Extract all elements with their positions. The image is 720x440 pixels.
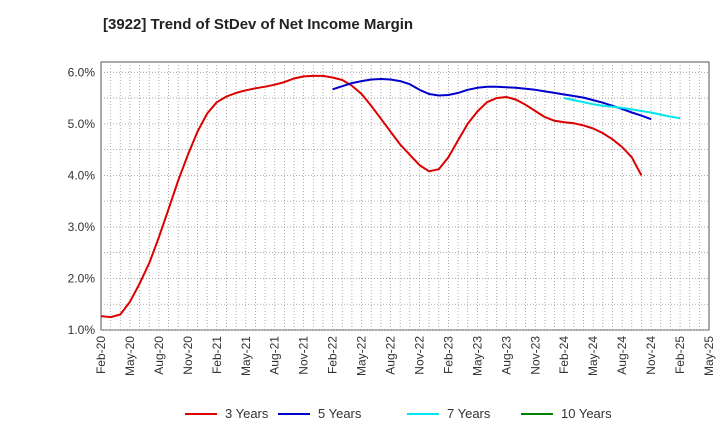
x-tick-label: May-23: [470, 336, 484, 376]
x-tick-label: Feb-22: [326, 336, 340, 374]
legend-label-7-years: 7 Years: [447, 406, 491, 421]
x-tick-label: Feb-20: [94, 336, 108, 374]
x-tick-label: Feb-23: [441, 336, 455, 374]
legend-label-10-years: 10 Years: [561, 406, 612, 421]
x-tick-label: May-20: [123, 336, 137, 376]
y-tick-label: 2.0%: [68, 271, 96, 285]
y-tick-label: 6.0%: [68, 65, 96, 79]
x-tick-label: Feb-24: [557, 336, 571, 374]
x-tick-label: Aug-23: [499, 336, 513, 375]
y-tick-label: 1.0%: [68, 323, 96, 337]
series-line-3-years: [100, 74, 643, 319]
series-line-5-years: [332, 78, 652, 121]
series-line-7-years: [563, 97, 681, 120]
x-tick-label: May-25: [702, 336, 716, 376]
legend-label-5-years: 5 Years: [318, 406, 362, 421]
x-tick-label: Aug-21: [268, 336, 282, 375]
y-tick-label: 4.0%: [68, 168, 96, 182]
x-tick-label: Aug-24: [615, 336, 629, 375]
x-tick-label: Nov-23: [528, 336, 542, 375]
y-tick-label: 5.0%: [68, 117, 96, 131]
x-tick-label: May-21: [239, 336, 253, 376]
x-tick-label: Nov-24: [644, 336, 658, 375]
plot-area: [100, 61, 710, 331]
x-tick-label: Aug-20: [152, 336, 166, 375]
x-tick-label: Nov-20: [181, 336, 195, 375]
y-tick-label: 3.0%: [68, 220, 96, 234]
x-tick-label: May-22: [355, 336, 369, 376]
x-tick-label: Aug-22: [384, 336, 398, 375]
x-tick-label: May-24: [586, 336, 600, 376]
x-tick-label: Nov-21: [297, 336, 311, 375]
x-tick-label: Feb-25: [673, 336, 687, 374]
legend-label-3-years: 3 Years: [225, 406, 269, 421]
x-tick-label: Nov-22: [412, 336, 426, 375]
chart-title: [3922] Trend of StDev of Net Income Marg…: [103, 16, 414, 33]
x-tick-label: Feb-21: [210, 336, 224, 374]
